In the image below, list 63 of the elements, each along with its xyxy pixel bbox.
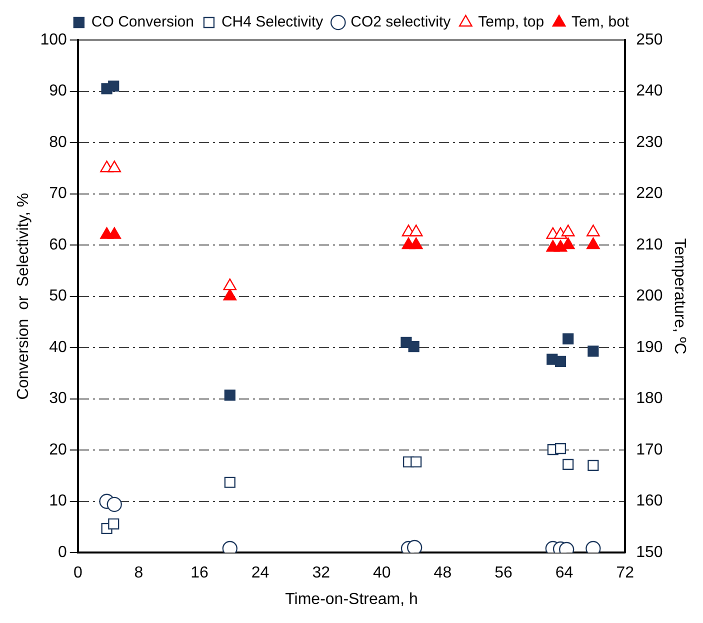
y-tick-label: 50 [49,288,67,305]
x-tick-label: 56 [494,564,513,582]
y-tick-label: 80 [49,134,67,151]
y2-tick-label: 160 [636,492,663,510]
y2-tick-label: 220 [636,185,663,202]
y2-tick-label: 180 [636,390,663,408]
x-tick-label: 40 [373,564,391,582]
y-tick-label: 10 [49,492,67,510]
y2-tick-label: 170 [636,441,663,458]
point [408,340,420,352]
y2-axis-title: Temperature, ºC [670,238,688,354]
point [406,540,422,553]
x-tick-label: 0 [73,564,82,582]
point [108,227,122,239]
legend-label: CO Conversion [91,14,194,31]
legend-label: CH4 Selectivity [221,14,324,31]
point [561,224,575,236]
legend-label: CO2 selectivity [350,14,452,31]
y-tick-label: 60 [49,236,67,254]
x-tick-label: 32 [312,564,330,582]
point [224,476,236,488]
point [554,442,566,454]
point [108,80,120,92]
point [554,356,566,367]
y-tick-label: 70 [49,185,67,202]
y2-tick-label: 250 [636,31,663,48]
point [410,456,422,468]
y2-tick-label: 200 [636,288,663,305]
y-tick-label: 30 [49,390,67,408]
x-tick-label: 64 [555,564,574,582]
x-tick-label: 72 [616,564,634,582]
y2-tick-label: 190 [636,338,663,356]
point [106,496,122,512]
point [409,224,423,236]
x-axis-title: Time-on-Stream, h [285,590,418,608]
legend-label: Tem, bot [572,14,630,31]
point [409,237,423,250]
y2-tick-label: 210 [636,236,663,254]
x-tick-label: 8 [134,564,144,582]
y-axis-title: Conversion or Selectivity, % [15,192,32,400]
legend-label: Temp, top [478,14,544,31]
point [223,278,237,290]
point [562,333,574,344]
point [586,224,600,236]
y-tick-label: 100 [40,31,67,48]
y2-tick-label: 240 [636,82,663,100]
point [223,288,237,300]
y2-tick-label: 150 [636,544,663,562]
point [108,160,122,172]
y-tick-label: 90 [49,82,67,100]
x-tick-label: 24 [251,564,270,582]
y-tick-label: 40 [49,338,67,356]
y2-tick-label: 230 [636,134,663,151]
y-tick-label: 20 [49,441,67,458]
point [108,518,120,530]
x-tick-label: 16 [190,564,208,582]
point [588,346,599,357]
y-tick-label: 0 [58,544,67,562]
point [224,390,236,401]
point [586,237,600,250]
point [588,460,599,472]
point [562,458,574,470]
x-tick-label: 48 [434,564,452,582]
